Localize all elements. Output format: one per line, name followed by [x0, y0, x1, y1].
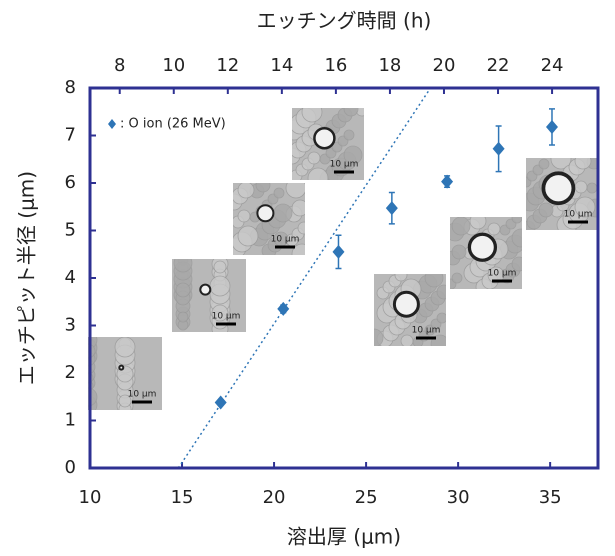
top-tick-label: 24 — [541, 55, 564, 76]
inset-texture — [470, 213, 486, 229]
x-tick-label: 30 — [447, 487, 470, 508]
y-tick-label: 2 — [65, 362, 76, 383]
inset-texture — [274, 204, 292, 222]
legend-label: : O ion (26 MeV) — [120, 117, 226, 132]
inset-texture — [79, 388, 97, 406]
inset-texture — [425, 269, 443, 287]
inset-pit — [543, 173, 573, 203]
inset-texture — [437, 313, 447, 323]
top-tick-label: 20 — [433, 55, 456, 76]
inset-texture — [115, 337, 135, 357]
x-axis-title: 溶出厚 (μm) — [287, 525, 401, 549]
inset-texture — [178, 312, 188, 322]
inset-scale-label: 10 μm — [488, 269, 517, 279]
inset-texture — [539, 159, 549, 169]
chart: エッチング時間 (h) 溶出厚 (μm) エッチピット半径 (μm) 10152… — [0, 0, 615, 556]
inset-texture — [274, 188, 284, 198]
inset-image: 10 μm — [226, 178, 312, 264]
inset-texture — [286, 178, 306, 198]
inset-pit — [119, 366, 123, 370]
inset-pit — [314, 128, 334, 148]
y-tick-label: 7 — [65, 125, 76, 146]
inset-texture — [344, 102, 358, 116]
inset-texture — [395, 269, 407, 281]
inset-pit — [394, 292, 418, 316]
y-tick-label: 6 — [65, 172, 76, 193]
inset-texture — [302, 102, 322, 122]
inset-pit — [469, 234, 495, 260]
top-tick-label: 8 — [114, 55, 125, 76]
inset-texture — [587, 183, 597, 193]
top-axis-title: エッチング時間 (h) — [257, 9, 432, 33]
inset-texture — [488, 223, 500, 235]
y-tick-label: 5 — [65, 220, 76, 241]
x-tick-label: 15 — [171, 487, 194, 508]
inset-pit — [200, 285, 210, 295]
inset-image: 10 μm — [521, 149, 605, 235]
inset-texture — [344, 130, 354, 140]
inset-texture — [238, 226, 258, 246]
point — [332, 245, 344, 259]
point — [215, 395, 227, 409]
inset-image: 10 μm — [365, 269, 451, 353]
inset-image: 10 μm — [284, 102, 368, 188]
point — [441, 175, 453, 189]
inset-texture — [512, 213, 522, 223]
inset-texture — [512, 229, 530, 247]
inset-texture — [308, 152, 320, 164]
inset-scale-label: 10 μm — [128, 390, 157, 400]
y-tick-label: 3 — [65, 315, 76, 336]
inset-texture — [437, 285, 451, 299]
inset-texture — [452, 245, 466, 259]
inset-texture — [176, 283, 190, 297]
inset-texture — [401, 335, 413, 347]
point — [546, 120, 558, 134]
point — [493, 142, 505, 156]
inset-texture — [575, 153, 591, 169]
inset-pit — [257, 205, 273, 221]
inset-texture — [365, 329, 383, 347]
top-tick-label: 12 — [216, 55, 239, 76]
inset-scale-label: 10 μm — [412, 326, 441, 336]
legend-marker — [108, 119, 116, 129]
inset-texture — [452, 273, 462, 283]
inset-texture — [81, 344, 95, 358]
top-tick-label: 18 — [378, 55, 401, 76]
inset-texture — [214, 261, 226, 273]
x-tick-label: 35 — [539, 487, 562, 508]
inset-scale-label: 10 μm — [271, 235, 300, 245]
x-tick-label: 20 — [263, 487, 286, 508]
y-tick-label: 4 — [65, 267, 76, 288]
inset-image: 10 μm — [446, 213, 530, 295]
point — [386, 201, 398, 215]
inset-image: 10 μm — [172, 254, 246, 337]
inset-scale-label: 10 μm — [330, 160, 359, 170]
inset-texture — [174, 254, 192, 272]
y-tick-label: 0 — [65, 457, 76, 478]
inset-texture — [298, 222, 310, 234]
top-tick-label: 14 — [270, 55, 293, 76]
inset-texture — [308, 168, 328, 188]
top-tick-label: 16 — [324, 55, 347, 76]
inset-texture — [575, 181, 587, 193]
inset-texture — [238, 210, 250, 222]
inset-texture — [452, 217, 470, 235]
inset-texture — [238, 182, 254, 198]
x-tick-label: 25 — [355, 487, 378, 508]
y-tick-label: 1 — [65, 410, 76, 431]
inset-scale-label: 10 μm — [212, 312, 241, 322]
inset-texture — [210, 276, 230, 296]
y-tick-label: 8 — [65, 77, 76, 98]
point — [277, 302, 289, 316]
x-tick-label: 10 — [79, 487, 102, 508]
inset-texture — [539, 203, 553, 217]
top-tick-label: 22 — [487, 55, 510, 76]
inset-texture — [292, 200, 308, 216]
inset-texture — [256, 178, 270, 192]
y-axis-title: エッチピット半径 (μm) — [15, 171, 39, 385]
top-tick-label: 10 — [162, 55, 185, 76]
inset-scale-label: 10 μm — [564, 210, 593, 220]
